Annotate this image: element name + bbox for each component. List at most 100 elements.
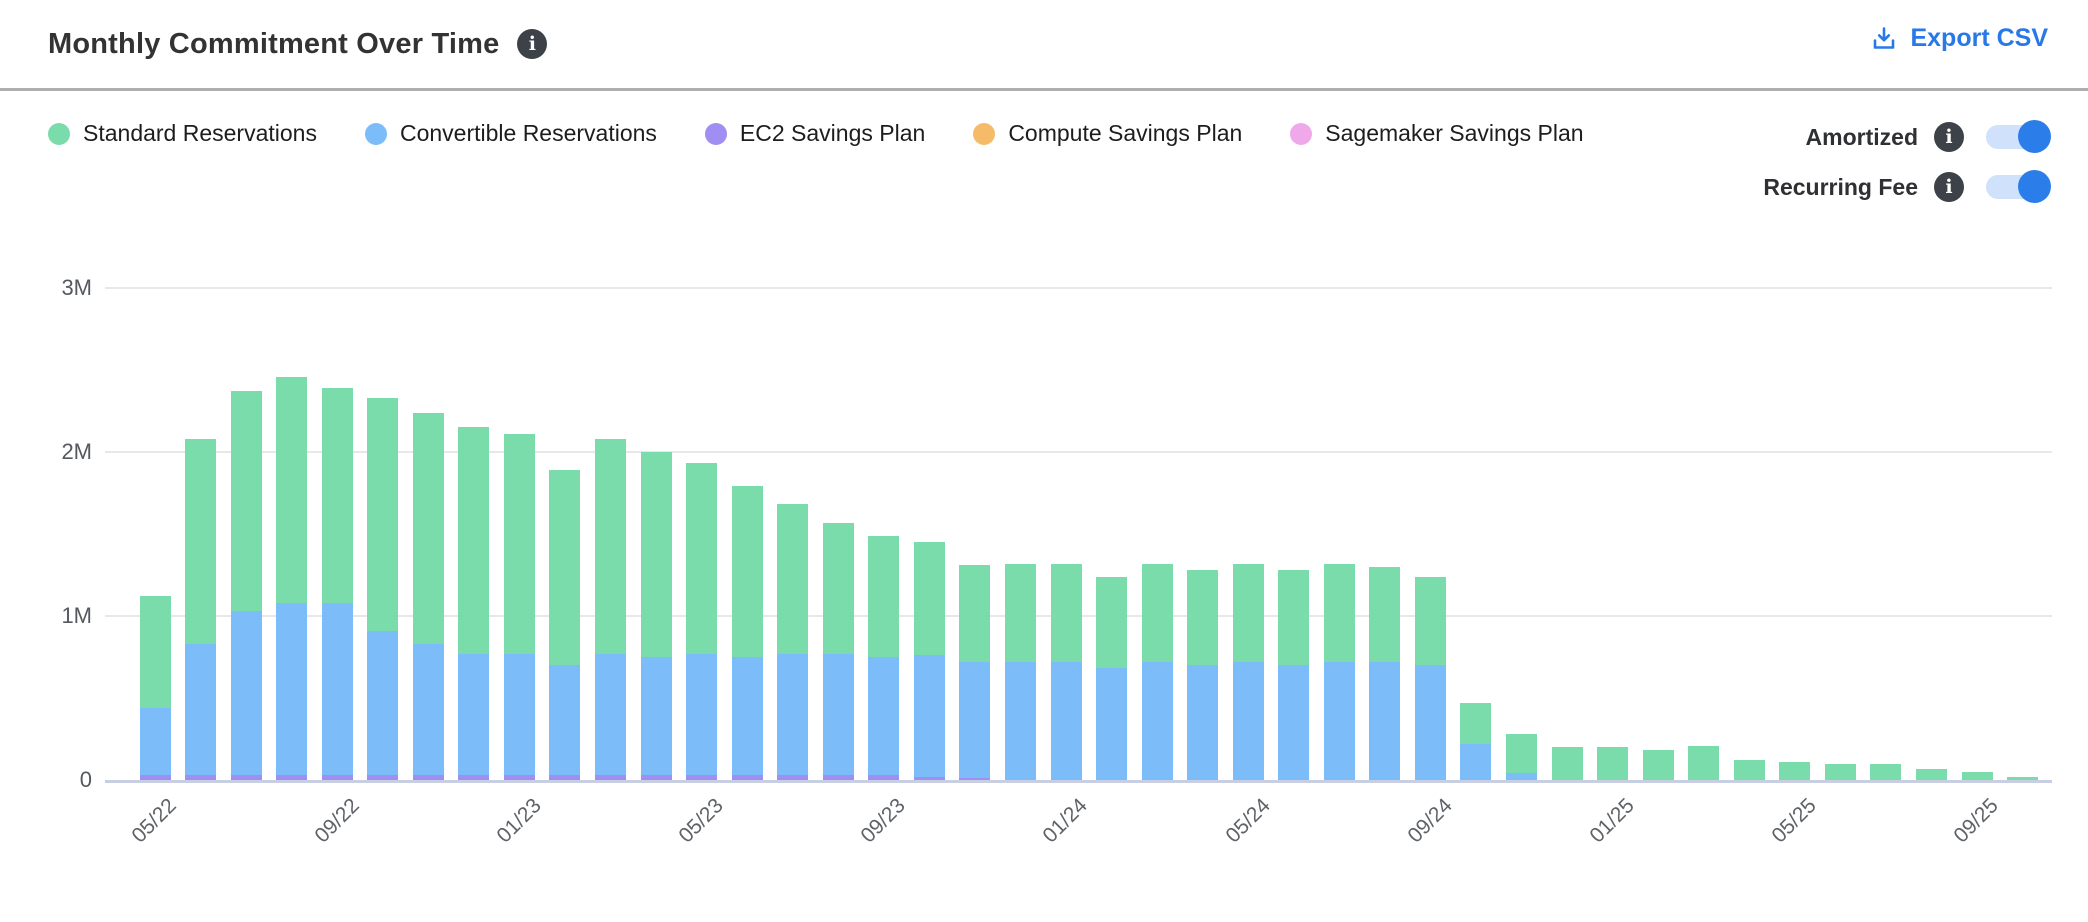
bar-11/22-standard-reservations[interactable]: [412, 412, 444, 644]
bar-08/23-convertible-reservations[interactable]: [822, 653, 854, 776]
bar-01/23-convertible-reservations[interactable]: [503, 653, 535, 776]
bar-11/23-convertible-reservations[interactable]: [959, 661, 991, 779]
bar-01/24-convertible-reservations[interactable]: [1050, 661, 1082, 780]
bar-08/24-convertible-reservations[interactable]: [1369, 661, 1401, 780]
bar-08/25-standard-reservations[interactable]: [1915, 768, 1947, 780]
bar-06/24-standard-reservations[interactable]: [1278, 570, 1310, 666]
bar-07/22-standard-reservations[interactable]: [230, 391, 262, 612]
bar-09/22-ec2-savings-plan[interactable]: [321, 775, 353, 780]
bar-11/22-convertible-reservations[interactable]: [412, 643, 444, 776]
bar-10/22-convertible-reservations[interactable]: [367, 630, 399, 776]
amortized-info-icon[interactable]: i: [1934, 122, 1964, 152]
bar-02/25-standard-reservations[interactable]: [1642, 750, 1674, 780]
bar-12/22-standard-reservations[interactable]: [458, 427, 490, 654]
bar-05/22-convertible-reservations[interactable]: [139, 707, 171, 776]
bar-08/23-ec2-savings-plan[interactable]: [822, 775, 854, 780]
bar-01/25-standard-reservations[interactable]: [1597, 747, 1629, 780]
bar-08/22-convertible-reservations[interactable]: [276, 602, 308, 776]
bar-09/23-convertible-reservations[interactable]: [868, 657, 900, 776]
amortized-toggle[interactable]: [1986, 120, 2051, 153]
bar-01/24-standard-reservations[interactable]: [1050, 563, 1082, 662]
bar-08/22-ec2-savings-plan[interactable]: [276, 775, 308, 780]
recurring-fee-toggle[interactable]: [1986, 170, 2051, 203]
bar-10/23-standard-reservations[interactable]: [913, 542, 945, 656]
bar-05/24-convertible-reservations[interactable]: [1232, 661, 1264, 780]
bar-09/23-standard-reservations[interactable]: [868, 535, 900, 657]
export-csv-button[interactable]: Export CSV: [1870, 24, 2048, 53]
bar-09/24-convertible-reservations[interactable]: [1414, 665, 1446, 780]
bar-02/23-standard-reservations[interactable]: [549, 470, 581, 666]
bar-08/24-standard-reservations[interactable]: [1369, 566, 1401, 662]
legend-item-ec2-savings-plan[interactable]: EC2 Savings Plan: [704, 120, 925, 147]
bar-05/23-convertible-reservations[interactable]: [686, 653, 718, 776]
bar-12/23-standard-reservations[interactable]: [1004, 563, 1036, 662]
bar-11/23-standard-reservations[interactable]: [959, 565, 991, 662]
bar-03/23-standard-reservations[interactable]: [595, 438, 626, 654]
bar-04/24-standard-reservations[interactable]: [1187, 570, 1219, 666]
bar-06/25-standard-reservations[interactable]: [1824, 763, 1856, 780]
bar-07/25-standard-reservations[interactable]: [1870, 763, 1902, 780]
bar-04/24-convertible-reservations[interactable]: [1187, 665, 1219, 780]
bar-07/24-standard-reservations[interactable]: [1323, 563, 1355, 662]
bar-01/23-ec2-savings-plan[interactable]: [503, 775, 535, 780]
bar-05/23-standard-reservations[interactable]: [686, 463, 718, 654]
bar-06/23-standard-reservations[interactable]: [731, 486, 763, 657]
bar-03/23-ec2-savings-plan[interactable]: [595, 775, 626, 780]
bar-02/24-standard-reservations[interactable]: [1096, 576, 1128, 669]
bar-12/22-ec2-savings-plan[interactable]: [458, 775, 490, 780]
bar-06/22-convertible-reservations[interactable]: [185, 643, 217, 776]
bar-06/22-ec2-savings-plan[interactable]: [185, 775, 217, 780]
bar-10/22-standard-reservations[interactable]: [367, 397, 399, 631]
bar-10/23-ec2-savings-plan[interactable]: [913, 776, 945, 780]
bar-06/24-convertible-reservations[interactable]: [1278, 665, 1310, 780]
bar-04/23-ec2-savings-plan[interactable]: [640, 775, 672, 780]
bar-02/23-ec2-savings-plan[interactable]: [549, 775, 581, 780]
recurring-fee-info-icon[interactable]: i: [1934, 172, 1964, 202]
bar-09/25-standard-reservations[interactable]: [1961, 771, 1993, 780]
bar-09/23-ec2-savings-plan[interactable]: [868, 775, 900, 780]
bar-05/24-standard-reservations[interactable]: [1232, 563, 1264, 662]
bar-10/24-standard-reservations[interactable]: [1460, 702, 1492, 744]
bar-07/24-convertible-reservations[interactable]: [1323, 661, 1355, 780]
bar-02/23-convertible-reservations[interactable]: [549, 665, 581, 776]
bar-07/22-ec2-savings-plan[interactable]: [230, 775, 262, 780]
bar-09/22-standard-reservations[interactable]: [321, 388, 353, 603]
bar-11/24-convertible-reservations[interactable]: [1506, 773, 1537, 780]
bar-05/22-standard-reservations[interactable]: [139, 596, 171, 708]
bar-12/23-convertible-reservations[interactable]: [1004, 661, 1036, 780]
bar-04/23-convertible-reservations[interactable]: [640, 657, 672, 776]
bar-08/22-standard-reservations[interactable]: [276, 376, 308, 603]
bar-07/22-convertible-reservations[interactable]: [230, 611, 262, 776]
bar-09/24-standard-reservations[interactable]: [1414, 576, 1446, 666]
bar-11/23-ec2-savings-plan[interactable]: [959, 778, 991, 780]
bar-05/23-ec2-savings-plan[interactable]: [686, 775, 718, 780]
bar-12/24-standard-reservations[interactable]: [1551, 747, 1583, 780]
legend-item-convertible-reservations[interactable]: Convertible Reservations: [364, 120, 657, 147]
legend-item-sagemaker-savings-plan[interactable]: Sagemaker Savings Plan: [1290, 120, 1584, 147]
bar-07/23-convertible-reservations[interactable]: [777, 653, 809, 776]
bar-02/24-convertible-reservations[interactable]: [1096, 668, 1128, 780]
bar-03/24-convertible-reservations[interactable]: [1141, 661, 1173, 780]
bar-05/25-standard-reservations[interactable]: [1779, 761, 1811, 780]
bar-09/22-convertible-reservations[interactable]: [321, 602, 353, 776]
legend-item-standard-reservations[interactable]: Standard Reservations: [48, 120, 317, 147]
bar-07/23-ec2-savings-plan[interactable]: [777, 775, 809, 780]
bar-05/22-ec2-savings-plan[interactable]: [139, 775, 171, 780]
bar-10/22-ec2-savings-plan[interactable]: [367, 775, 399, 780]
bar-03/23-convertible-reservations[interactable]: [595, 653, 626, 776]
bar-06/22-standard-reservations[interactable]: [185, 438, 217, 644]
bar-11/24-standard-reservations[interactable]: [1506, 734, 1537, 774]
legend-item-compute-savings-plan[interactable]: Compute Savings Plan: [973, 120, 1242, 147]
bar-04/25-standard-reservations[interactable]: [1733, 760, 1765, 780]
title-info-icon[interactable]: i: [517, 29, 548, 59]
bar-10/25-standard-reservations[interactable]: [2007, 776, 2039, 780]
bar-03/25-standard-reservations[interactable]: [1688, 745, 1720, 780]
bar-03/24-standard-reservations[interactable]: [1141, 563, 1173, 662]
bar-07/23-standard-reservations[interactable]: [777, 504, 809, 654]
bar-04/23-standard-reservations[interactable]: [640, 452, 672, 657]
bar-06/23-ec2-savings-plan[interactable]: [731, 775, 763, 780]
bar-01/23-standard-reservations[interactable]: [503, 433, 535, 654]
bar-10/24-convertible-reservations[interactable]: [1460, 743, 1492, 780]
bar-10/23-convertible-reservations[interactable]: [913, 655, 945, 777]
bar-08/23-standard-reservations[interactable]: [822, 522, 854, 654]
